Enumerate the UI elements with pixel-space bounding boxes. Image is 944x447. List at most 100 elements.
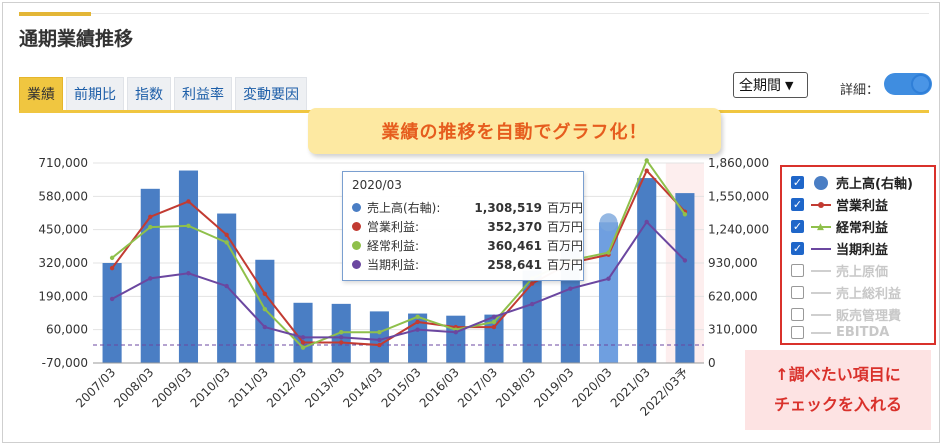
right-axis-tick-label: 1,240,000 bbox=[708, 223, 769, 237]
series-point bbox=[109, 265, 115, 271]
sales-bar bbox=[675, 193, 695, 363]
tooltip-row-value: 258,641 bbox=[487, 257, 542, 272]
series-point bbox=[262, 306, 268, 312]
checkbox-gross-profit[interactable] bbox=[791, 286, 804, 299]
x-axis-tick-label: 2008/03 bbox=[111, 365, 156, 410]
tab-margin[interactable]: 利益率 bbox=[174, 77, 232, 110]
line-swatch-icon bbox=[811, 287, 831, 299]
series-point bbox=[415, 327, 420, 332]
right-axis-tick-label: 620,000 bbox=[708, 289, 758, 303]
toggle-knob bbox=[911, 74, 931, 94]
x-axis-tick-label: 2011/03 bbox=[226, 365, 271, 410]
sales-bar bbox=[255, 259, 275, 363]
series-point bbox=[568, 286, 573, 291]
tab-factors[interactable]: 変動要因 bbox=[235, 77, 307, 110]
instruction-note: ↑調べたい項目に チェックを入れる bbox=[745, 350, 931, 430]
legend-label: 当期利益 bbox=[836, 243, 889, 258]
series-point bbox=[415, 319, 420, 325]
right-axis-tick-label: 0 bbox=[708, 356, 716, 370]
series-point bbox=[224, 283, 229, 289]
checkbox-operating-profit[interactable]: ✓ bbox=[791, 198, 804, 211]
series-point bbox=[148, 276, 153, 281]
checkbox-cost-of-sales[interactable] bbox=[791, 264, 804, 277]
legend-item-gross-profit[interactable]: 売上総利益 bbox=[791, 283, 901, 302]
series-point bbox=[109, 255, 115, 261]
series-point bbox=[453, 330, 458, 335]
tab-bar: 業績 前期比 指数 利益率 変動要因 bbox=[19, 77, 310, 110]
checkbox-ebitda[interactable] bbox=[791, 326, 804, 339]
series-point bbox=[339, 340, 344, 345]
note-line-1: ↑調べたい項目に bbox=[775, 365, 901, 384]
legend-item-net-profit[interactable]: ✓ 当期利益 bbox=[791, 239, 888, 258]
checkbox-net-profit[interactable]: ✓ bbox=[791, 242, 804, 255]
tooltip-row: 営業利益: 352,370 百万円 bbox=[352, 217, 583, 236]
line-swatch-icon bbox=[811, 243, 831, 255]
legend-item-sga[interactable]: 販売管理費 bbox=[791, 305, 901, 324]
line-swatch-icon bbox=[811, 309, 831, 321]
checkbox-ordinary-profit[interactable]: ✓ bbox=[791, 220, 804, 233]
series-point bbox=[109, 296, 115, 302]
sales-bar bbox=[369, 311, 389, 363]
period-select-value: 全期間 bbox=[739, 78, 781, 94]
series-point bbox=[300, 335, 306, 340]
period-select[interactable]: 全期間 ▼ bbox=[733, 72, 808, 98]
series-point bbox=[606, 276, 611, 281]
series-point bbox=[186, 271, 191, 276]
tooltip-row: 売上高(右軸): 1,308,519 百万円 bbox=[352, 198, 583, 217]
series-point bbox=[262, 291, 268, 296]
series-point bbox=[148, 224, 153, 230]
title-accent-bar bbox=[19, 12, 91, 16]
sales-bar bbox=[293, 302, 313, 363]
line-swatch-icon bbox=[811, 265, 831, 277]
x-axis-tick-label: 2009/03 bbox=[149, 365, 194, 410]
legend-label: 販売管理費 bbox=[836, 309, 902, 324]
tooltip-row-unit: 百万円 bbox=[547, 201, 584, 215]
chevron-down-icon: ▼ bbox=[785, 78, 794, 92]
legend-item-ebitda[interactable]: EBITDA bbox=[791, 325, 889, 340]
tooltip-date: 2020/03 bbox=[352, 178, 402, 192]
series-point bbox=[491, 324, 497, 330]
dot-swatch-icon bbox=[811, 175, 831, 190]
tab-index[interactable]: 指数 bbox=[127, 77, 171, 110]
line-swatch-icon bbox=[811, 199, 831, 211]
x-axis-tick-label: 2016/03 bbox=[417, 365, 462, 410]
series-point bbox=[148, 214, 153, 220]
x-axis-tick-label: 2015/03 bbox=[379, 365, 424, 410]
ordinary-profit-dot-icon bbox=[352, 241, 361, 250]
tab-yoy[interactable]: 前期比 bbox=[66, 77, 124, 110]
left-axis-tick-label: 580,000 bbox=[38, 189, 88, 203]
left-axis-tick-label: 320,000 bbox=[38, 256, 88, 270]
x-axis-tick-label: 2012/03 bbox=[264, 365, 309, 410]
sales-bar bbox=[102, 263, 122, 363]
legend-label: 売上原価 bbox=[836, 265, 889, 280]
series-point bbox=[186, 199, 191, 204]
series-point bbox=[262, 324, 268, 330]
legend-label: 売上高(右軸) bbox=[836, 177, 913, 192]
legend-item-cost-of-sales[interactable]: 売上原価 bbox=[791, 261, 888, 280]
sales-bar bbox=[446, 315, 466, 363]
legend-item-operating-profit[interactable]: ✓ 営業利益 bbox=[791, 195, 888, 214]
series-point bbox=[415, 314, 420, 320]
detail-toggle[interactable] bbox=[884, 73, 932, 95]
right-axis-tick-label: 930,000 bbox=[708, 256, 758, 270]
left-axis-tick-label: -70,000 bbox=[42, 356, 88, 370]
right-axis-tick-label: 1,860,000 bbox=[708, 156, 769, 170]
series-point bbox=[186, 223, 191, 229]
tooltip-row-value: 352,370 bbox=[487, 219, 542, 234]
legend-item-sales[interactable]: ✓ 売上高(右軸) bbox=[791, 173, 913, 192]
series-point bbox=[682, 212, 688, 217]
series-point bbox=[339, 330, 344, 335]
series-point bbox=[491, 314, 497, 320]
left-axis-tick-label: 450,000 bbox=[38, 223, 88, 237]
series-point bbox=[339, 335, 344, 340]
legend-item-ordinary-profit[interactable]: ✓ ▲ 経常利益 bbox=[791, 217, 888, 236]
x-axis-tick-label: 2010/03 bbox=[188, 365, 233, 410]
checkbox-sales[interactable]: ✓ bbox=[791, 176, 804, 189]
legend-label: 経常利益 bbox=[836, 221, 889, 236]
tooltip-row-unit: 百万円 bbox=[547, 258, 584, 272]
x-axis-tick-label: 2013/03 bbox=[302, 365, 347, 410]
sales-bar bbox=[637, 178, 657, 363]
tab-performance[interactable]: 業績 bbox=[19, 77, 63, 110]
checkbox-sga[interactable] bbox=[791, 308, 804, 321]
right-axis-tick-label: 1,550,000 bbox=[708, 189, 769, 203]
